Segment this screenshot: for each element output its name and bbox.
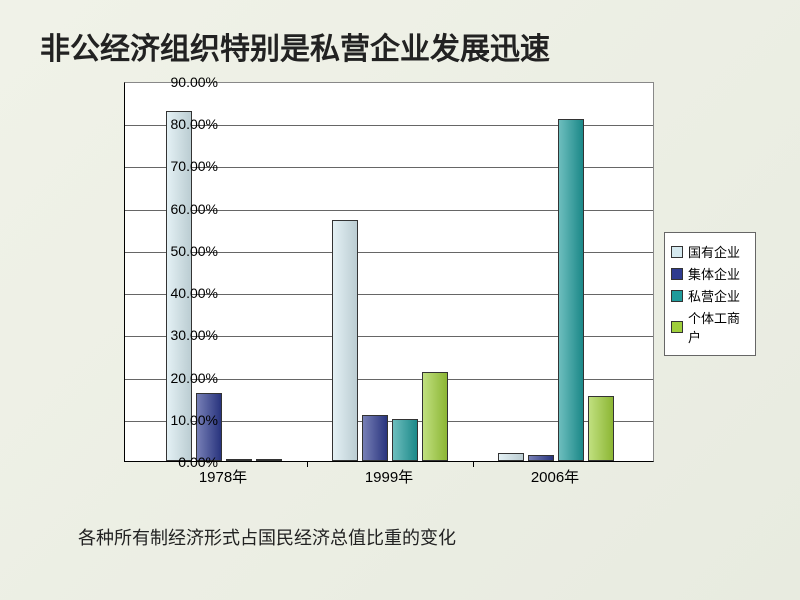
legend-label: 集体企业 [688,264,740,283]
y-tick-label: 50.00% [148,243,218,259]
legend-label: 私营企业 [688,286,740,305]
x-tick-label: 1978年 [199,466,247,487]
bar [558,119,584,461]
legend-label: 个体工商户 [688,308,749,346]
y-tick-label: 30.00% [148,327,218,343]
legend-label: 国有企业 [688,242,740,261]
bar [422,372,448,461]
legend-item: 集体企业 [671,264,749,283]
y-tick-label: 10.00% [148,412,218,428]
y-tick-label: 90.00% [148,74,218,90]
legend-swatch [671,268,683,280]
legend-swatch [671,246,683,258]
bar [332,220,358,461]
y-tick-label: 80.00% [148,116,218,132]
chart-area: 0.00%10.00%20.00%30.00%40.00%50.00%60.00… [50,82,750,492]
legend-swatch [671,290,683,302]
bar [588,396,614,461]
legend-item: 国有企业 [671,242,749,261]
y-tick-label: 70.00% [148,158,218,174]
y-tick-label: 60.00% [148,201,218,217]
y-tick-label: 20.00% [148,370,218,386]
x-tick-label: 2006年 [531,466,579,487]
bar [256,459,282,461]
chart-title: 非公经济组织特别是私营企业发展迅速 [40,24,550,68]
bar [498,453,524,461]
legend-swatch [671,321,683,333]
legend-item: 私营企业 [671,286,749,305]
bar [528,455,554,461]
legend-item: 个体工商户 [671,308,749,346]
bar [226,459,252,461]
chart-subtitle: 各种所有制经济形式占国民经济总值比重的变化 [78,524,456,550]
legend: 国有企业集体企业私营企业个体工商户 [664,232,756,356]
bar [362,415,388,461]
plot-area [124,82,654,462]
x-tick-label: 1999年 [365,466,413,487]
bar [392,419,418,461]
y-tick-label: 40.00% [148,285,218,301]
